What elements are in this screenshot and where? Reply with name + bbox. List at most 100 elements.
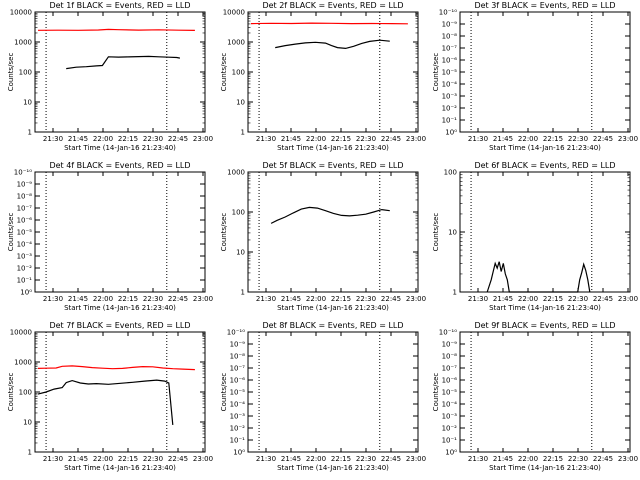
x-tick-label: 21:30 — [43, 455, 63, 463]
y-tick-label: 10⁰ — [445, 129, 457, 137]
plot-frame — [247, 331, 419, 453]
x-tick-label: 22:15 — [543, 295, 563, 303]
x-axis-label: Start Time (14-Jan-16 21:23:40) — [277, 304, 389, 312]
x-tick-label: 22:00 — [93, 295, 113, 303]
y-tick-label: 10⁻⁸ — [442, 353, 458, 361]
series-line-lld — [250, 22, 408, 25]
x-tick-label: 22:30 — [568, 135, 588, 143]
y-tick-label: 10⁻⁴ — [230, 401, 246, 409]
series-line-lld — [37, 365, 195, 371]
x-tick-label: 22:45 — [381, 455, 401, 463]
x-tick-label: 21:30 — [256, 455, 276, 463]
y-tick-label: 10⁻¹⁰ — [227, 329, 245, 337]
y-tick-label: 10⁻² — [230, 425, 246, 433]
y-tick-label: 100 — [232, 209, 245, 217]
x-tick-label: 23:00 — [618, 455, 638, 463]
y-axis-label: Counts/sec — [7, 213, 15, 252]
series-line-events — [270, 206, 390, 224]
x-tick-label: 22:30 — [143, 295, 163, 303]
x-tick-label: 22:30 — [356, 455, 376, 463]
x-tick-label: 21:30 — [43, 295, 63, 303]
y-tick-label: 10⁻² — [442, 425, 458, 433]
x-tick-label: 23:00 — [193, 295, 213, 303]
y-tick-label: 1000 — [14, 359, 32, 367]
x-tick-label: 21:45 — [281, 295, 301, 303]
x-tick-label: 21:45 — [493, 295, 513, 303]
y-tick-label: 10⁻⁴ — [17, 241, 33, 249]
x-tick-label: 21:30 — [43, 135, 63, 143]
x-tick-label: 23:00 — [618, 295, 638, 303]
y-tick-label: 1000 — [14, 39, 32, 47]
plot-frame — [459, 171, 631, 293]
y-tick-label: 10⁻¹ — [442, 117, 458, 125]
y-tick-label: 10⁻³ — [17, 253, 33, 261]
y-tick-label: 10⁻⁹ — [442, 341, 458, 349]
x-tick-label: 22:45 — [168, 135, 188, 143]
y-tick-label: 10⁻⁵ — [442, 389, 458, 397]
x-tick-label: 22:00 — [518, 295, 538, 303]
x-tick-label: 22:15 — [118, 455, 138, 463]
x-tick-label: 22:30 — [568, 295, 588, 303]
y-tick-label: 10⁻¹⁰ — [14, 169, 32, 177]
plot-frame — [34, 171, 206, 293]
y-tick-label: 10⁻³ — [442, 93, 458, 101]
x-tick-label: 21:45 — [68, 295, 88, 303]
y-tick-label: 10⁻¹ — [442, 437, 458, 445]
x-tick-label: 21:30 — [468, 295, 488, 303]
x-tick-label: 22:00 — [306, 455, 326, 463]
plot-frame — [34, 331, 206, 453]
y-tick-label: 10⁻⁴ — [442, 401, 458, 409]
x-tick-label: 22:30 — [568, 455, 588, 463]
x-tick-label: 22:15 — [118, 135, 138, 143]
x-tick-label: 22:30 — [356, 295, 376, 303]
x-tick-label: 22:00 — [306, 135, 326, 143]
y-tick-label: 10 — [23, 419, 32, 427]
x-tick-label: 23:00 — [193, 455, 213, 463]
x-tick-label: 21:45 — [281, 135, 301, 143]
y-tick-label: 10⁰ — [20, 289, 32, 297]
x-tick-label: 21:45 — [281, 455, 301, 463]
x-tick-label: 22:45 — [168, 295, 188, 303]
chart-title: Det 6f BLACK = Events, RED = LLD — [474, 161, 615, 170]
chart-panel-8: Det 8f BLACK = Events, RED = LLD 10⁰ 10⁻¹ 1… — [220, 321, 426, 472]
y-tick-label: 1000 — [227, 169, 245, 177]
x-tick-label: 23:00 — [406, 455, 426, 463]
y-tick-label: 100 — [444, 169, 457, 177]
y-tick-label: 10⁻³ — [442, 413, 458, 421]
y-tick-label: 10⁻³ — [230, 413, 246, 421]
chart-title: Det 8f BLACK = Events, RED = LLD — [262, 321, 403, 330]
y-tick-label: 10⁻⁵ — [230, 389, 246, 397]
x-axis-label: Start Time (14-Jan-16 21:23:40) — [64, 144, 176, 152]
x-tick-label: 22:00 — [306, 295, 326, 303]
y-tick-label: 10⁻¹ — [17, 277, 33, 285]
x-tick-label: 21:45 — [68, 135, 88, 143]
x-tick-label: 22:00 — [518, 135, 538, 143]
x-axis-label: Start Time (14-Jan-16 21:23:40) — [277, 464, 389, 472]
y-axis-label: Counts/sec — [220, 213, 228, 252]
chart-panel-6: Det 6f BLACK = Events, RED = LLD 1 10 100 21… — [432, 161, 638, 312]
series-line-events — [486, 261, 591, 293]
x-tick-label: 23:00 — [618, 135, 638, 143]
y-tick-label: 10⁻⁶ — [442, 377, 458, 385]
x-tick-label: 22:30 — [356, 135, 376, 143]
series-line-events — [275, 39, 390, 50]
y-tick-label: 10 — [448, 229, 457, 237]
x-tick-label: 23:00 — [193, 135, 213, 143]
chart-title: Det 9f BLACK = Events, RED = LLD — [474, 321, 615, 330]
plot-frame — [247, 11, 419, 133]
chart-title: Det 7f BLACK = Events, RED = LLD — [49, 321, 190, 330]
x-tick-label: 21:30 — [468, 455, 488, 463]
x-tick-label: 21:30 — [256, 135, 276, 143]
x-axis-label: Start Time (14-Jan-16 21:23:40) — [64, 464, 176, 472]
x-tick-label: 22:15 — [331, 135, 351, 143]
x-tick-label: 22:15 — [331, 295, 351, 303]
x-tick-label: 22:00 — [518, 455, 538, 463]
x-tick-label: 22:45 — [593, 135, 613, 143]
y-tick-label: 1 — [453, 289, 457, 297]
y-tick-label: 1 — [241, 129, 245, 137]
y-tick-label: 10⁻⁵ — [442, 69, 458, 77]
x-tick-label: 23:00 — [406, 135, 426, 143]
chart-title: Det 2f BLACK = Events, RED = LLD — [262, 1, 403, 10]
y-tick-label: 10⁰ — [233, 449, 245, 457]
